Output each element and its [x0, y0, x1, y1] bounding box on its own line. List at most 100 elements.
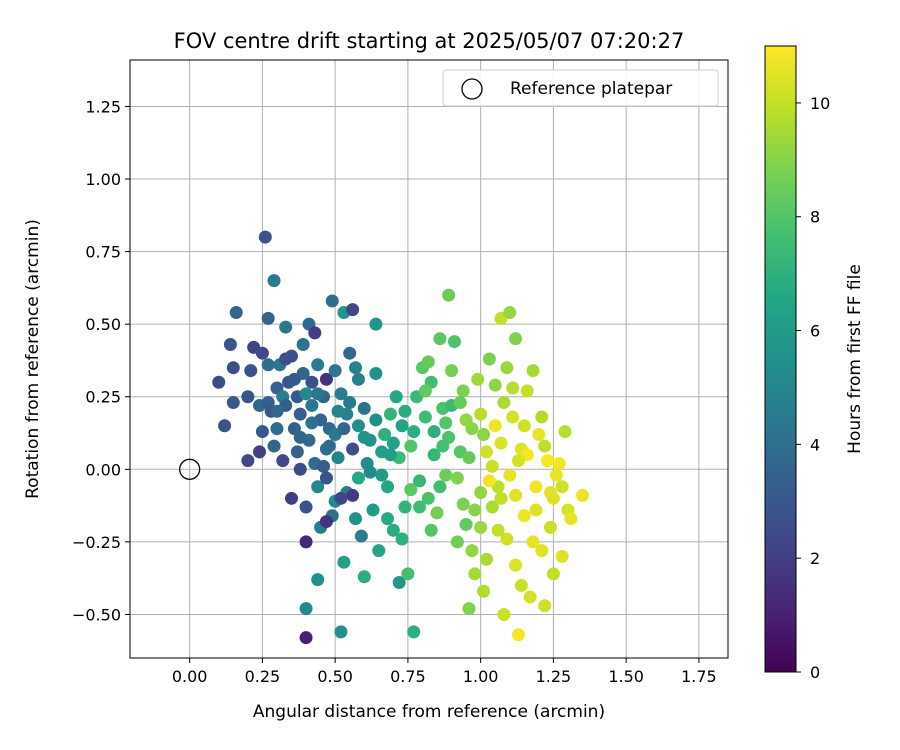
- scatter-point: [311, 573, 325, 587]
- scatter-point: [404, 439, 418, 453]
- scatter-point: [555, 480, 569, 494]
- scatter-point: [543, 520, 557, 534]
- scatter-point: [456, 384, 470, 398]
- y-tick-label: −0.25: [72, 533, 121, 552]
- scatter-point: [418, 384, 432, 398]
- scatter-point: [346, 488, 360, 502]
- scatter-point: [462, 602, 476, 616]
- colorbar-tick-label: 0: [810, 663, 820, 682]
- scatter-point: [506, 381, 520, 395]
- scatter-point: [471, 372, 485, 386]
- scatter-point: [223, 337, 237, 351]
- scatter-point: [433, 480, 447, 494]
- scatter-point: [305, 416, 319, 430]
- scatter-point: [349, 361, 363, 375]
- scatter-point: [389, 390, 403, 404]
- scatter-point: [372, 544, 386, 558]
- scatter-point: [279, 320, 293, 334]
- scatter-point: [375, 468, 389, 482]
- scatter-point: [276, 454, 290, 468]
- scatter-point: [526, 535, 540, 549]
- scatter-point: [351, 471, 365, 485]
- scatter-point: [497, 607, 511, 621]
- y-tick-label: 0.25: [85, 388, 121, 407]
- scatter-point: [285, 349, 299, 363]
- scatter-point: [261, 311, 275, 325]
- scatter-point: [488, 378, 502, 392]
- scatter-point: [311, 387, 325, 401]
- scatter-point: [517, 509, 531, 523]
- scatter-point: [293, 462, 307, 476]
- scatter-point: [477, 427, 491, 441]
- scatter-point: [392, 576, 406, 590]
- grid: [130, 60, 728, 658]
- scatter-point: [494, 436, 508, 450]
- colorbar-gradient: [764, 45, 797, 673]
- scatter-point: [404, 483, 418, 497]
- scatter-point: [351, 419, 365, 433]
- scatter-point: [520, 384, 534, 398]
- scatter-point: [503, 468, 517, 482]
- chart-title: FOV centre drift starting at 2025/05/07 …: [174, 29, 685, 53]
- scatter-point: [485, 459, 499, 473]
- scatter-point: [529, 503, 543, 517]
- scatter-point: [477, 584, 491, 598]
- scatter-point: [511, 628, 525, 642]
- scatter-point: [357, 401, 371, 415]
- scatter-point: [226, 396, 240, 410]
- scatter-point: [535, 410, 549, 424]
- scatter-point: [255, 425, 269, 439]
- scatter-point: [468, 567, 482, 581]
- scatter-point: [468, 503, 482, 517]
- scatter-point: [538, 439, 552, 453]
- scatter-point: [319, 515, 333, 529]
- scatter-point: [541, 454, 555, 468]
- legend-entry-label: Reference platepar: [510, 79, 672, 99]
- scatter-point: [558, 425, 572, 439]
- scatter-point: [229, 306, 243, 320]
- scatter-point: [386, 523, 400, 537]
- scatter-point: [401, 567, 415, 581]
- scatter-point: [511, 454, 525, 468]
- scatter-point: [343, 346, 357, 360]
- scatter-point: [514, 578, 528, 592]
- scatter-point: [523, 590, 537, 604]
- scatter-point: [427, 425, 441, 439]
- scatter-point: [474, 407, 488, 421]
- colorbar-tick-label: 6: [810, 322, 820, 341]
- x-axis-ticks: 0.00 0.25 0.50 0.75 1.00 1.25 1.50 1.75: [172, 658, 717, 686]
- scatter-point: [311, 480, 325, 494]
- scatter-point: [450, 535, 464, 549]
- scatter-point: [424, 523, 438, 537]
- scatter-point: [244, 364, 258, 378]
- scatter-point: [319, 372, 333, 386]
- scatter-point: [334, 491, 348, 505]
- scatter-point: [535, 544, 549, 558]
- x-tick-label: 0.00: [172, 667, 208, 686]
- scatter-point: [462, 451, 476, 465]
- scatter-point: [421, 491, 435, 505]
- scatter-points: [212, 230, 590, 645]
- scatter-point: [346, 442, 360, 456]
- scatter-point: [337, 555, 351, 569]
- legend-box: [442, 69, 719, 107]
- scatter-point: [285, 491, 299, 505]
- y-tick-label: 0.00: [85, 460, 121, 479]
- scatter-point: [378, 427, 392, 441]
- scatter-point: [450, 471, 464, 485]
- scatter-point: [488, 419, 502, 433]
- scatter-point: [506, 410, 520, 424]
- scatter-point: [351, 372, 365, 386]
- scatter-point: [218, 419, 232, 433]
- scatter-point: [346, 303, 360, 317]
- scatter-point: [334, 387, 348, 401]
- scatter-point: [482, 474, 496, 488]
- scatter-point: [479, 552, 493, 566]
- scatter-point: [328, 364, 342, 378]
- scatter-point: [299, 535, 313, 549]
- scatter-point: [555, 549, 569, 563]
- scatter-point: [322, 439, 336, 453]
- scatter-point: [564, 512, 578, 526]
- scatter-point: [497, 396, 511, 410]
- scatter-point: [459, 517, 473, 531]
